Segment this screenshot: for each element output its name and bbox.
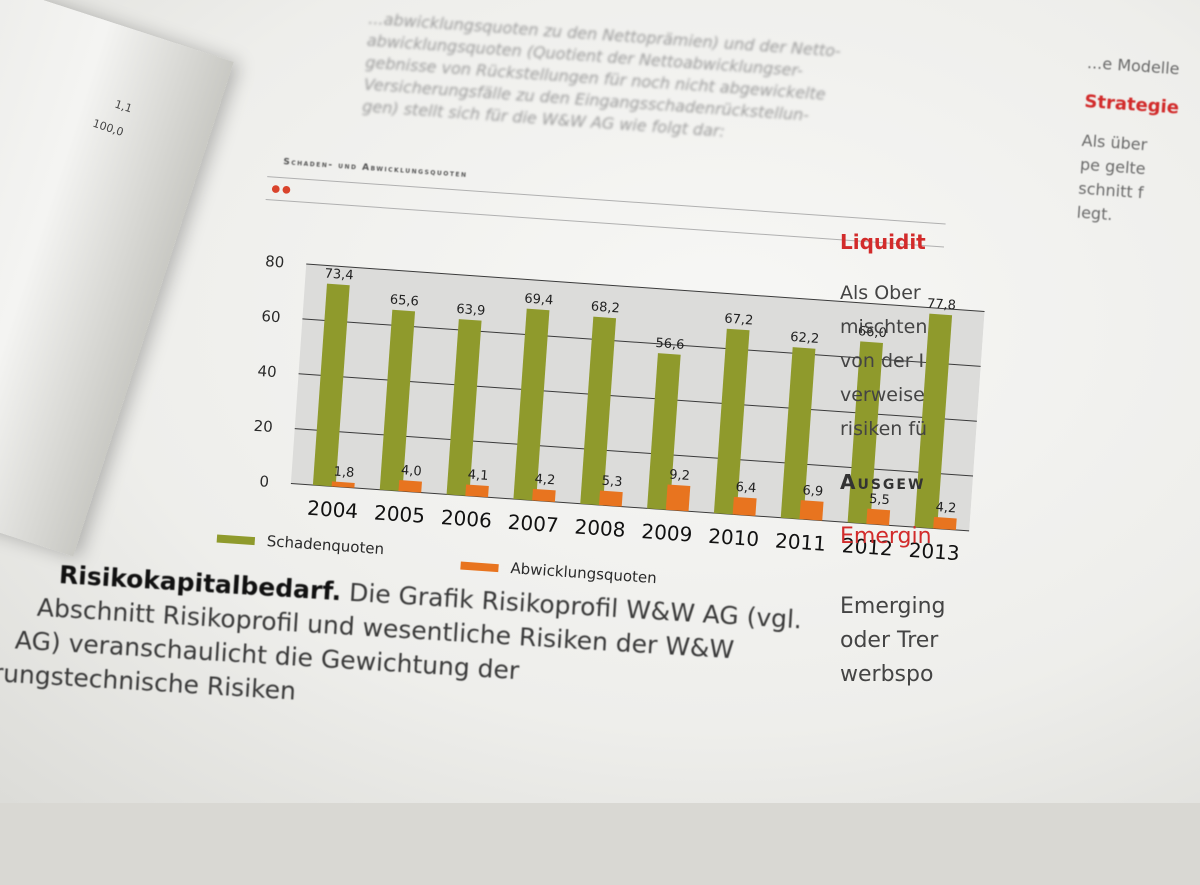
bar-schadenquote — [847, 341, 883, 525]
rc-line-1: ...e Modelle — [1086, 53, 1181, 79]
bar-abwicklungsquote — [331, 481, 355, 488]
heading-emerging: Emergin — [840, 524, 932, 549]
x-tick-label: 2012 — [841, 533, 893, 560]
rc-lower-line-6: Emerging — [840, 594, 946, 619]
red-marker-dots: ●● — [271, 183, 294, 196]
data-label-abwicklungsquote: 5,3 — [601, 474, 623, 490]
data-label-abwicklungsquote: 4,2 — [534, 472, 556, 488]
bar-abwicklungsquote — [799, 500, 824, 521]
legend-swatch-orange — [460, 561, 499, 572]
heading-liquiditaet: Liquidit — [840, 230, 926, 254]
x-tick-label: 2005 — [373, 500, 425, 527]
data-label-schadenquote: 62,2 — [790, 330, 820, 347]
page-content: ...abwicklungsquoten zu den Nettoprämien… — [158, 0, 1200, 880]
data-label-abwicklungsquote: 9,2 — [669, 468, 691, 484]
legend-swatch-green — [216, 533, 256, 545]
data-label-abwicklungsquote: 6,9 — [802, 483, 824, 499]
data-label-schadenquote: 69,4 — [524, 291, 554, 308]
bar-abwicklungsquote — [665, 484, 691, 512]
data-label-abwicklungsquote: 6,4 — [735, 480, 757, 496]
bar-abwicklungsquote — [465, 484, 489, 498]
bar-abwicklungsquote — [866, 508, 891, 526]
data-label-schadenquote: 56,6 — [655, 336, 685, 353]
x-tick-label: 2009 — [641, 519, 693, 546]
chart-title: Schaden- und Abwicklungsquoten — [282, 157, 468, 181]
data-label-schadenquote: 66,0 — [857, 324, 887, 341]
bar-abwicklungsquote — [598, 490, 623, 507]
y-tick-label: 60 — [261, 307, 281, 326]
bar-schadenquote — [580, 316, 617, 506]
bar-schadenquote — [513, 308, 550, 501]
data-label-schadenquote: 65,6 — [389, 293, 419, 310]
x-tick-label: 2008 — [574, 514, 626, 541]
data-label-abwicklungsquote: 1,8 — [333, 465, 355, 481]
bar-schadenquote — [780, 347, 816, 520]
x-tick-label: 2004 — [306, 496, 358, 523]
right-column-top: ...e Modelle Strategie Als über pe gelte… — [1076, 53, 1200, 241]
rc-heading-strategie: Strategie — [1083, 90, 1180, 119]
data-label-abwicklungsquote: 4,0 — [400, 463, 422, 479]
x-tick-label: 2010 — [707, 524, 759, 551]
bar-schadenquote — [312, 283, 350, 487]
bar-schadenquote — [446, 319, 482, 496]
rc-lower-line-1: Als Ober — [840, 282, 921, 304]
data-label-abwicklungsquote: 4,2 — [935, 500, 957, 516]
facing-page-number-1: 1,1 — [113, 97, 134, 116]
heading-ausgewaehlte: Ausgew — [840, 470, 926, 494]
bar-abwicklungsquote — [398, 480, 422, 493]
y-tick-label: 80 — [265, 252, 285, 271]
data-label-schadenquote: 67,2 — [724, 312, 754, 329]
facing-page-number-2: 100,0 — [91, 116, 126, 139]
bar-abwicklungsquote — [732, 496, 757, 516]
bar-abwicklungsquote — [532, 488, 556, 502]
data-label-schadenquote: 63,9 — [456, 302, 486, 319]
bar-schadenquote — [914, 313, 953, 529]
rc-lower-line-4: verweise — [840, 384, 925, 406]
x-tick-label: 2007 — [507, 510, 559, 537]
data-label-abwicklungsquote: 4,1 — [467, 468, 489, 484]
data-label-schadenquote: 77,8 — [926, 296, 956, 313]
bar-schadenquote — [713, 328, 750, 515]
right-column-lower: Liquidit Als Ober mischten von der I ver… — [840, 230, 1060, 696]
rc-lower-line-8: werbspo — [840, 662, 934, 687]
y-tick-label: 0 — [259, 472, 270, 491]
rc-lower-line-3: von der I — [840, 350, 925, 372]
y-tick-label: 20 — [253, 417, 273, 436]
bar-schadenquote — [379, 309, 416, 492]
rc-lower-line-5: risiken fü — [840, 418, 928, 440]
y-tick-label: 40 — [257, 362, 277, 381]
data-label-schadenquote: 73,4 — [324, 266, 354, 283]
x-tick-label: 2011 — [774, 528, 826, 555]
gridline — [306, 263, 985, 312]
data-label-schadenquote: 68,2 — [590, 299, 620, 316]
data-label-abwicklungsquote: 5,5 — [869, 492, 891, 508]
bar-abwicklungsquote — [933, 516, 957, 530]
x-tick-label: 2006 — [440, 505, 492, 532]
bar-schadenquote — [647, 353, 681, 510]
chart-area: 0 20 40 60 80 73,4 1,8 2004 65,6 4,0 2005 63,9 4,1 20… — [204, 199, 989, 631]
rc-lower-line-7: oder Trer — [840, 628, 939, 653]
bar-chart: 0 20 40 60 80 73,4 1,8 2004 65,6 4,0 2005 63,9 4,1 20… — [253, 252, 985, 565]
rc-lower-line-2: mischten — [840, 316, 928, 338]
x-tick-label: 2013 — [908, 538, 960, 565]
